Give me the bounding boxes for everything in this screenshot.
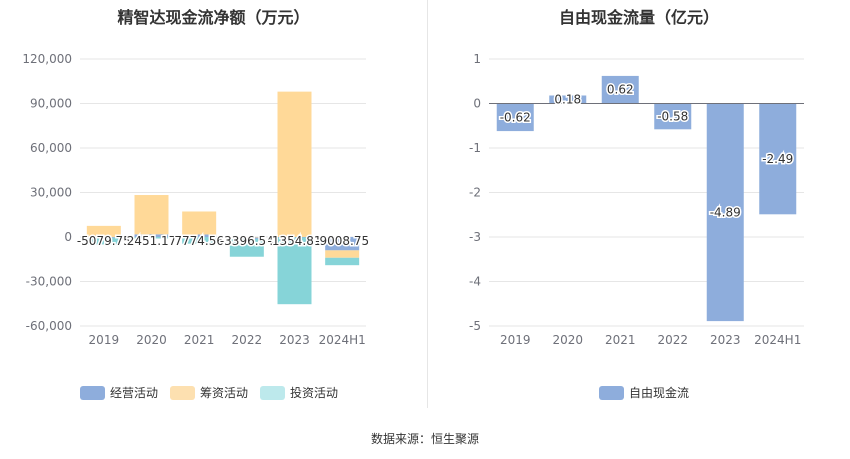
left-bar-financing xyxy=(325,250,360,258)
right-y-tick-label: -2 xyxy=(469,186,481,200)
left-y-tick-label: 0 xyxy=(64,230,72,244)
left-x-tick-label: 2022 xyxy=(232,333,263,347)
right-bar-free-cash-flow xyxy=(496,103,534,132)
legend-item-investing[interactable]: 投资活动 xyxy=(260,384,338,401)
left-bar-financing xyxy=(229,237,264,238)
panel-divider xyxy=(427,0,428,408)
left-y-tick-label: 120,000 xyxy=(22,52,72,66)
right-x-tick-label: 2024H1 xyxy=(754,333,801,347)
left-x-tick-label: 2023 xyxy=(279,333,310,347)
left-net-data-label: -5079.75 xyxy=(77,234,131,248)
left-x-tick-label: 2020 xyxy=(136,333,167,347)
legend-swatch-investing xyxy=(260,385,286,400)
left-chart-plot: 120,000 90,000 60,000 30,000 0 -30,000 -60,000… xyxy=(22,52,370,347)
right-data-label: -0.62 xyxy=(500,110,531,124)
legend-label-financing: 筹资活动 xyxy=(200,386,249,400)
left-bar-investing xyxy=(229,238,264,257)
left-net-data-label: -1354.81 xyxy=(268,234,322,248)
left-y-tick-label: 30,000 xyxy=(30,186,72,200)
right-data-label: -0.58 xyxy=(657,109,688,123)
right-y-tick-label: -1 xyxy=(469,141,481,155)
left-bar-investing xyxy=(325,257,360,266)
left-bar-investing xyxy=(277,237,312,305)
right-bar-free-cash-flow xyxy=(601,75,639,104)
data-source-note: 数据来源：恒生聚源 xyxy=(370,432,479,446)
right-x-tick-label: 2020 xyxy=(552,333,583,347)
left-bar-operating xyxy=(229,237,264,239)
left-y-tick-label: -60,000 xyxy=(26,319,72,333)
legend-swatch-financing xyxy=(170,385,196,400)
left-bar-financing xyxy=(182,211,217,235)
right-data-label: 0.62 xyxy=(607,83,634,97)
right-y-tick-label: 1 xyxy=(473,52,481,66)
legend-label-investing: 投资活动 xyxy=(290,386,339,400)
left-chart-title: 精智达现金流净额（万元） xyxy=(117,8,310,27)
left-bar-operating xyxy=(182,234,217,237)
right-legend: 自由现金流 xyxy=(599,384,701,401)
right-x-tick-label: 2021 xyxy=(605,333,636,347)
left-bar-investing xyxy=(182,237,217,244)
left-y-tick-label: 60,000 xyxy=(30,141,72,155)
left-y-tick-label: 90,000 xyxy=(30,97,72,111)
left-y-tick-label: -30,000 xyxy=(26,275,72,289)
left-bar-investing xyxy=(134,237,169,239)
legend-swatch-operating xyxy=(80,385,105,400)
left-bar-operating xyxy=(277,237,312,238)
left-net-data-label: -3396.54 xyxy=(220,234,274,248)
legend-label-operating: 经营活动 xyxy=(110,386,159,400)
left-x-tick-label: 2021 xyxy=(184,333,215,347)
right-bar-free-cash-flow xyxy=(549,95,587,104)
right-data-label: -4.89 xyxy=(710,205,741,219)
right-data-label: 0.18 xyxy=(554,92,581,106)
left-bar-financing xyxy=(277,91,312,237)
left-bar-operating xyxy=(86,237,121,238)
right-chart-title: 自由现金流量（亿元） xyxy=(558,8,719,27)
left-net-data-label: 2451.17 xyxy=(127,234,177,248)
left-bar-financing xyxy=(86,225,121,237)
right-bar-free-cash-flow xyxy=(759,103,797,215)
left-bar-investing xyxy=(86,237,121,245)
right-bar-free-cash-flow xyxy=(654,103,692,130)
right-chart-plot: 1 0 -1 -2 -3 -4 -5 2019 2020 2021 2022 2023 2024H1 -0… xyxy=(469,52,804,347)
left-legend: 经营活动 筹资活动 投资活动 xyxy=(80,384,350,401)
right-y-tick-label: -3 xyxy=(469,230,481,244)
right-x-tick-label: 2022 xyxy=(657,333,688,347)
left-x-tick-label: 2024H1 xyxy=(319,333,366,347)
right-bar-free-cash-flow xyxy=(706,103,744,322)
legend-item-operating[interactable]: 经营活动 xyxy=(80,384,158,401)
legend-swatch-free-cash-flow xyxy=(599,385,624,400)
legend-item-financing[interactable]: 筹资活动 xyxy=(170,384,248,401)
right-data-label: -2.49 xyxy=(762,152,793,166)
right-x-tick-label: 2023 xyxy=(710,333,741,347)
left-net-data-label: -9008.75 xyxy=(315,234,369,248)
left-bar-financing xyxy=(134,195,169,235)
left-net-data-label: 7774.56 xyxy=(174,234,224,248)
left-x-tick-label: 2019 xyxy=(89,333,120,347)
legend-item-free-cash-flow[interactable]: 自由现金流 xyxy=(599,384,689,401)
right-y-tick-label: 0 xyxy=(473,97,481,111)
legend-label-free-cash-flow: 自由现金流 xyxy=(629,386,690,400)
left-bar-operating xyxy=(325,237,360,251)
left-bar-operating xyxy=(134,234,169,237)
right-y-tick-label: -4 xyxy=(469,275,481,289)
right-y-tick-label: -5 xyxy=(469,319,481,333)
right-x-tick-label: 2019 xyxy=(500,333,531,347)
